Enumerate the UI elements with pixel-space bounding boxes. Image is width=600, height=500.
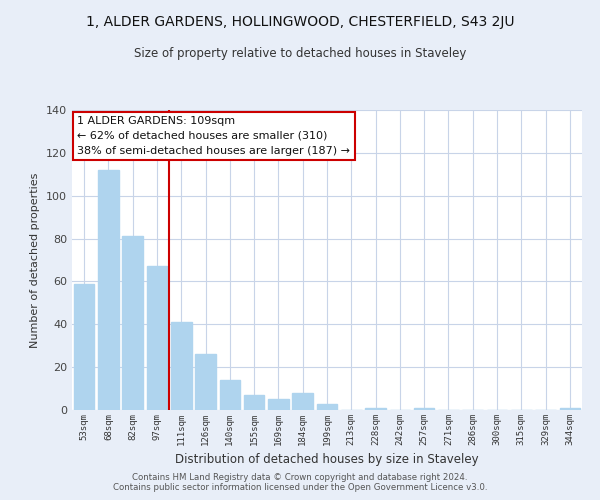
- Text: 1, ALDER GARDENS, HOLLINGWOOD, CHESTERFIELD, S43 2JU: 1, ALDER GARDENS, HOLLINGWOOD, CHESTERFI…: [86, 15, 514, 29]
- Bar: [171, 322, 191, 410]
- Bar: [195, 354, 216, 410]
- Bar: [146, 266, 167, 410]
- Text: Size of property relative to detached houses in Staveley: Size of property relative to detached ho…: [134, 48, 466, 60]
- Y-axis label: Number of detached properties: Number of detached properties: [31, 172, 40, 348]
- Bar: [98, 170, 119, 410]
- Text: 1 ALDER GARDENS: 109sqm
← 62% of detached houses are smaller (310)
38% of semi-d: 1 ALDER GARDENS: 109sqm ← 62% of detache…: [77, 116, 350, 156]
- Bar: [365, 408, 386, 410]
- X-axis label: Distribution of detached houses by size in Staveley: Distribution of detached houses by size …: [175, 454, 479, 466]
- Bar: [220, 380, 240, 410]
- Bar: [292, 393, 313, 410]
- Text: Contains HM Land Registry data © Crown copyright and database right 2024.: Contains HM Land Registry data © Crown c…: [132, 474, 468, 482]
- Bar: [74, 284, 94, 410]
- Bar: [317, 404, 337, 410]
- Bar: [414, 408, 434, 410]
- Bar: [268, 400, 289, 410]
- Bar: [244, 395, 265, 410]
- Bar: [122, 236, 143, 410]
- Text: Contains public sector information licensed under the Open Government Licence v3: Contains public sector information licen…: [113, 484, 487, 492]
- Bar: [560, 408, 580, 410]
